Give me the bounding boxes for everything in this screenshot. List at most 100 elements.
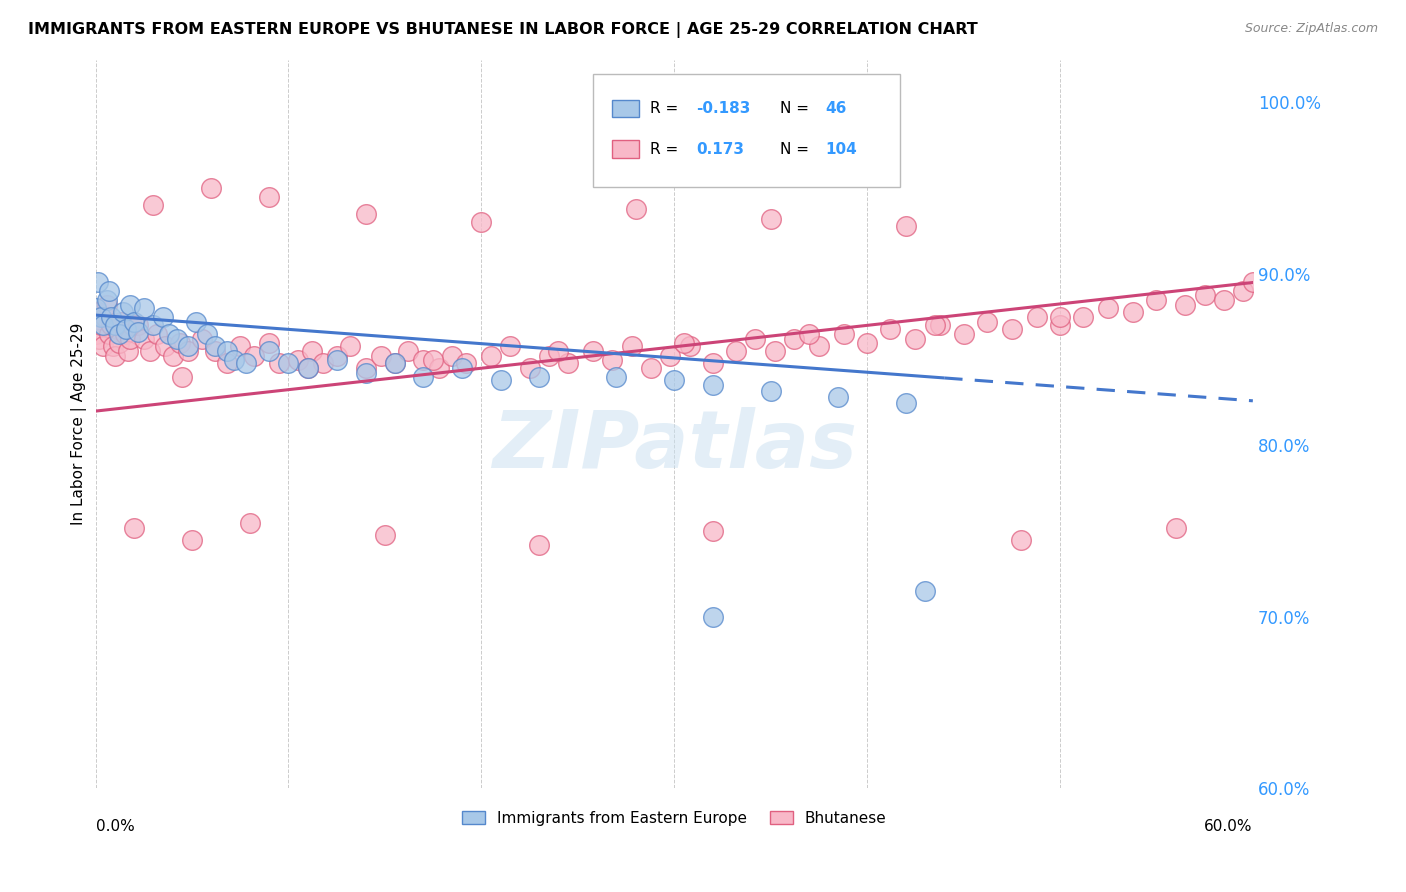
Point <box>976 315 998 329</box>
FancyBboxPatch shape <box>612 140 640 158</box>
Point <box>91 318 114 333</box>
Point <box>117 344 139 359</box>
Point <box>115 322 138 336</box>
Legend: Immigrants from Eastern Europe, Bhutanese: Immigrants from Eastern Europe, Bhutanes… <box>456 805 893 831</box>
Point <box>1194 287 1216 301</box>
Point <box>557 356 579 370</box>
Point <box>682 109 704 123</box>
Point <box>224 352 246 367</box>
Point <box>894 219 917 233</box>
Point <box>162 349 184 363</box>
Point <box>121 318 143 333</box>
Point <box>702 610 724 624</box>
Point <box>107 335 129 350</box>
Point <box>620 339 643 353</box>
Point <box>235 356 257 370</box>
Point <box>654 116 676 130</box>
Point <box>605 369 627 384</box>
Point <box>312 356 335 370</box>
Point <box>100 318 122 333</box>
Point <box>110 315 132 329</box>
Point <box>527 369 550 384</box>
Point <box>101 339 124 353</box>
Point <box>132 332 155 346</box>
Point <box>624 202 647 216</box>
Point <box>724 344 747 359</box>
Point <box>297 361 319 376</box>
Point <box>287 352 309 367</box>
Point <box>98 284 121 298</box>
Point <box>142 318 165 333</box>
Point <box>441 349 464 363</box>
Point <box>759 212 782 227</box>
Point <box>177 344 200 359</box>
Point <box>470 215 492 229</box>
Point <box>86 276 108 290</box>
Point <box>952 326 974 341</box>
Point <box>267 356 290 370</box>
FancyBboxPatch shape <box>593 74 900 187</box>
Point <box>122 315 145 329</box>
Text: R =: R = <box>650 142 688 157</box>
Point <box>547 344 569 359</box>
Point <box>799 326 821 341</box>
Point <box>1071 310 1094 324</box>
Point <box>1010 533 1032 547</box>
Point <box>659 349 682 363</box>
Point <box>142 198 165 212</box>
Point <box>702 378 724 392</box>
Point <box>1049 318 1071 333</box>
Point <box>257 344 280 359</box>
Text: 0.173: 0.173 <box>696 142 744 157</box>
Point <box>98 326 121 341</box>
Point <box>132 301 155 316</box>
Text: Source: ZipAtlas.com: Source: ZipAtlas.com <box>1244 22 1378 36</box>
Point <box>90 310 112 324</box>
Point <box>120 332 142 346</box>
Text: R =: R = <box>650 101 683 116</box>
Point <box>1174 298 1197 312</box>
Point <box>325 349 347 363</box>
Point <box>640 361 662 376</box>
Point <box>297 361 319 376</box>
Point <box>111 304 134 318</box>
Point <box>856 335 879 350</box>
Point <box>90 318 112 333</box>
Point <box>127 325 149 339</box>
Point <box>181 533 204 547</box>
Point <box>894 395 917 409</box>
Point <box>190 332 212 346</box>
Point <box>1025 310 1047 324</box>
Point <box>152 310 174 324</box>
Point <box>489 373 512 387</box>
Point <box>451 361 474 376</box>
Point <box>105 322 128 336</box>
Text: 104: 104 <box>825 142 858 157</box>
Point <box>929 318 952 333</box>
Point <box>200 181 222 195</box>
Point <box>354 207 377 221</box>
Point <box>759 384 782 398</box>
Text: -0.183: -0.183 <box>696 101 751 116</box>
Point <box>1144 293 1167 307</box>
Point <box>204 339 226 353</box>
Point <box>277 356 299 370</box>
Point <box>215 356 238 370</box>
Point <box>325 352 347 367</box>
Point <box>120 298 142 312</box>
Point <box>153 339 176 353</box>
Point <box>166 332 188 346</box>
Point <box>454 356 477 370</box>
Point <box>215 344 238 359</box>
Point <box>229 339 252 353</box>
Point <box>84 301 107 316</box>
Point <box>197 326 219 341</box>
Point <box>827 390 849 404</box>
Text: N =: N = <box>779 101 814 116</box>
Point <box>582 344 605 359</box>
Point <box>96 298 118 312</box>
Point <box>94 310 117 324</box>
Point <box>384 356 406 370</box>
Point <box>412 369 434 384</box>
Point <box>744 332 766 346</box>
